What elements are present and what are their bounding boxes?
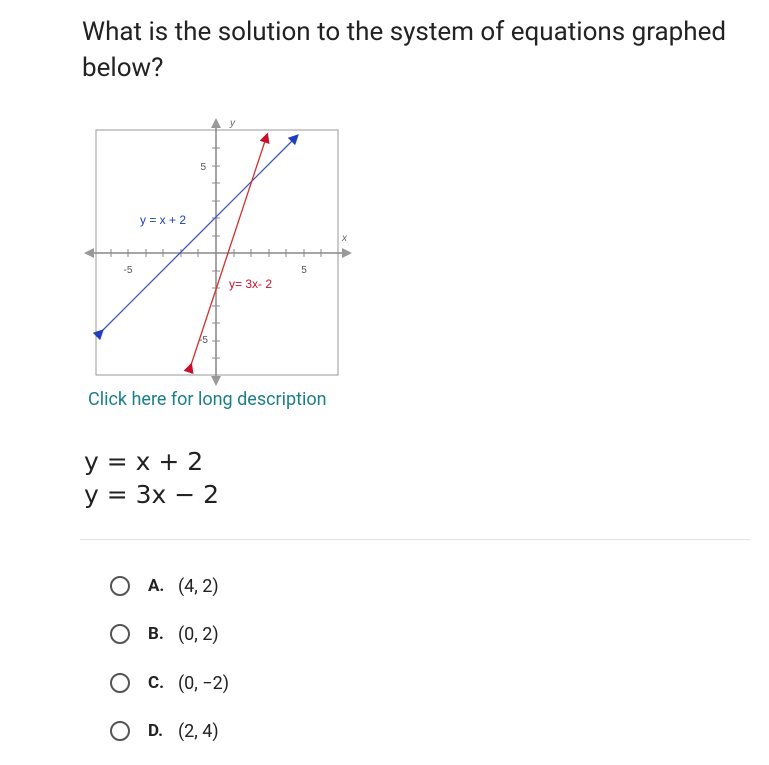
choice-letter: D.: [148, 721, 164, 741]
line-label: y = x + 2: [140, 213, 186, 227]
long-description-link[interactable]: Click here for long description: [88, 389, 327, 410]
choice-text: (0, −2): [178, 672, 229, 694]
radio[interactable]: [110, 721, 130, 741]
choice-letter: C.: [148, 673, 165, 693]
graph: -5 5 5 -5 y x y = x + 2 y= 3x- 2: [84, 118, 352, 386]
x-axis-label: x: [341, 233, 348, 244]
radio[interactable]: [110, 624, 130, 644]
x-tick-label: 5: [301, 265, 307, 276]
choice-letter: A.: [148, 576, 165, 596]
line-label: y= 3x- 2: [229, 277, 272, 291]
y-tick-label: 5: [200, 162, 206, 173]
question: What is the solution to the system of eq…: [82, 17, 727, 83]
choice[interactable]: D. (2, 4): [110, 718, 219, 744]
equation: y = x + 2: [84, 447, 204, 476]
radio[interactable]: [110, 576, 130, 596]
divider: [80, 539, 750, 540]
choice-text: (2, 4): [178, 720, 219, 742]
choice[interactable]: A. (4, 2): [110, 573, 219, 599]
choice-letter: B.: [148, 624, 164, 644]
radio[interactable]: [110, 673, 130, 693]
x-tick-label: -5: [124, 265, 133, 276]
equation: y = 3x − 2: [84, 480, 220, 509]
choice[interactable]: C. (0, −2): [110, 670, 229, 696]
choice-text: (0, 2): [178, 623, 219, 645]
red-line: [183, 132, 270, 375]
choice[interactable]: B. (0, 2): [110, 621, 219, 647]
choice-text: (4, 2): [178, 575, 219, 597]
y-axis-label: y: [229, 118, 236, 129]
